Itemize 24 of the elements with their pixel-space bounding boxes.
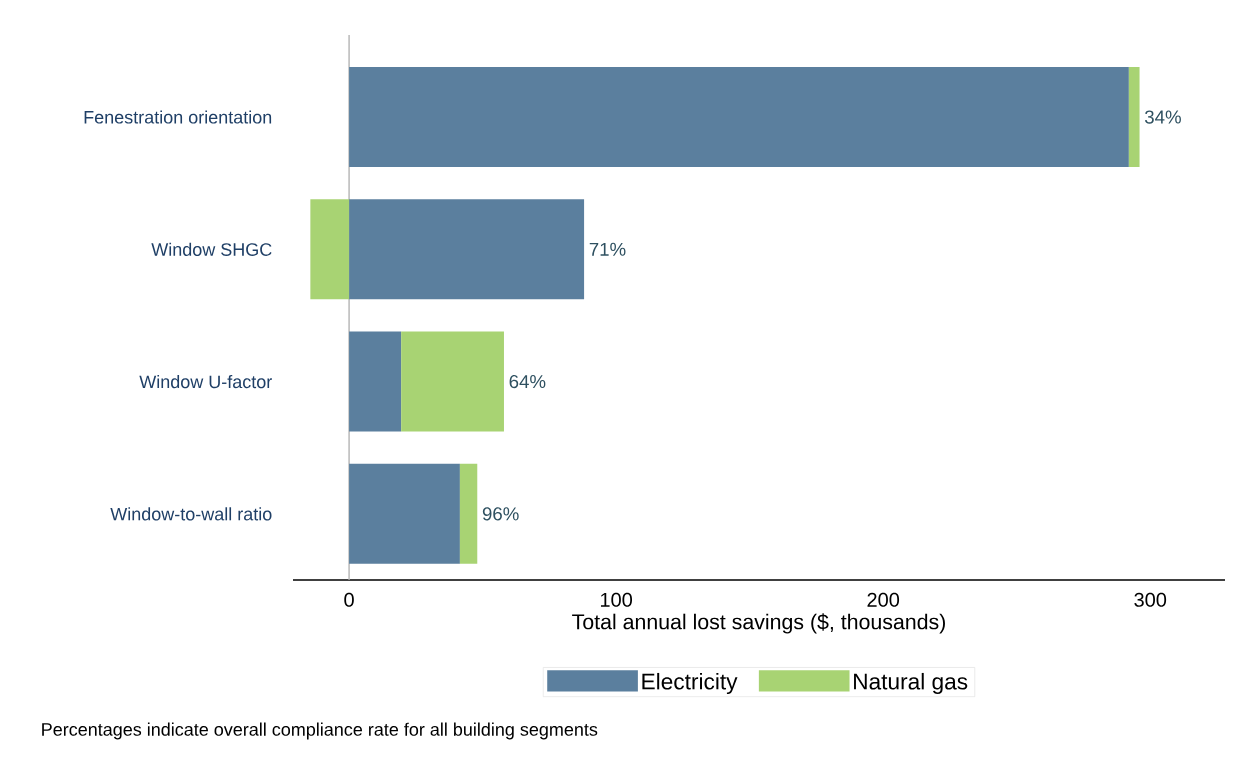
y-tick-label: Fenestration orientation	[84, 110, 272, 124]
y-tick-label: Window SHGC	[151, 242, 272, 256]
bar	[349, 463, 460, 564]
legend-label: Electricity	[642, 672, 738, 695]
x-tick-label: 300	[1134, 592, 1167, 607]
legend-label: Natural gas	[854, 672, 968, 695]
x-tick-label: 200	[867, 592, 900, 607]
x-tick-label: 0	[344, 592, 354, 607]
text: Percentages indicate overall compliance rate for all building segments	[42, 722, 598, 740]
bar	[459, 463, 478, 564]
x-axis-title: Total annual lost savings ($, thousands)	[572, 613, 945, 634]
bar	[349, 199, 585, 300]
bar	[349, 331, 402, 432]
bar	[1128, 67, 1140, 168]
annotation: 34%	[1144, 110, 1181, 124]
annotation: 71%	[589, 242, 626, 256]
bar	[401, 331, 504, 432]
y-tick-label: Window-to-wall ratio	[110, 507, 272, 521]
annotation: 96%	[482, 507, 519, 521]
bar	[349, 67, 1129, 168]
bar	[310, 199, 350, 300]
annotation: 64%	[509, 374, 546, 389]
y-tick-label: Window U-factor	[139, 374, 272, 389]
x-tick-label: 100	[600, 592, 633, 607]
